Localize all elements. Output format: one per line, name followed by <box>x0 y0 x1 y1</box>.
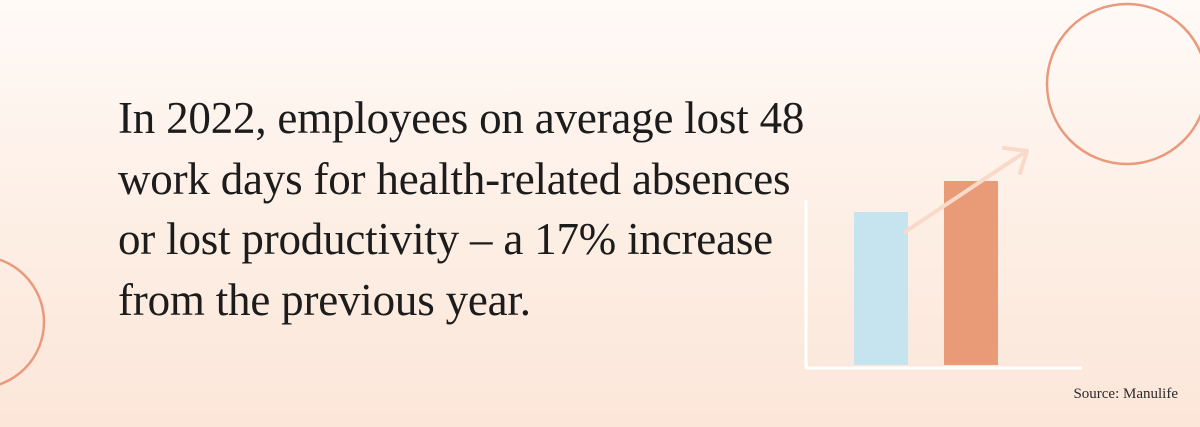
circle-decoration <box>0 258 46 386</box>
bar-illustration <box>854 212 908 365</box>
circle-decoration <box>1045 2 1200 166</box>
headline-line: In 2022, employees on average lost 48 <box>118 93 805 143</box>
chart-axes <box>804 200 1082 370</box>
headline-line: from the previous year. <box>118 274 531 325</box>
headline: In 2022, employees on average lost 48 wo… <box>118 88 804 330</box>
bar-illustration <box>944 181 998 365</box>
source-note: Source: Manulife <box>1073 386 1178 402</box>
headline-line: work days for health-related absences <box>118 153 791 204</box>
arrow-illustration <box>1002 146 1029 175</box>
headline-line: or lost productivity – a 17% increase <box>118 214 773 264</box>
arrow-illustration <box>903 150 1027 234</box>
